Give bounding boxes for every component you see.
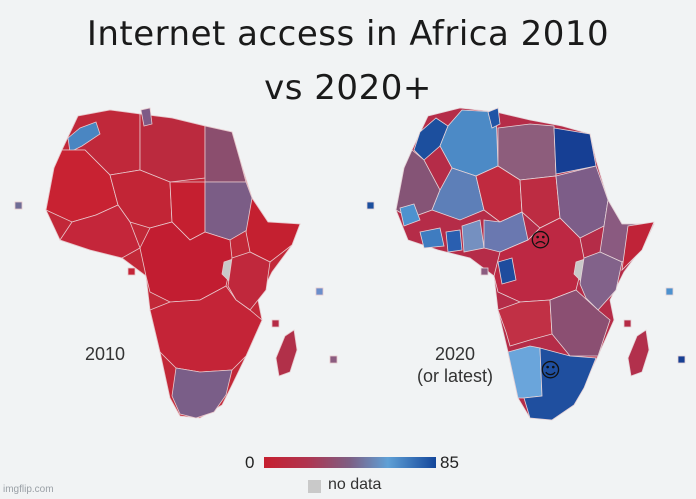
map-label-2020-line2: (or latest)	[416, 366, 494, 386]
legend-color-bar	[264, 457, 436, 468]
watermark: imgflip.com	[3, 484, 54, 495]
sad-face-annotation: ☹	[530, 228, 551, 252]
africa-map-2010	[14, 107, 338, 419]
title-line-2: vs 2020+	[264, 68, 432, 108]
happy-face-annotation: ☺	[540, 358, 561, 382]
title-line-1: Internet access in Africa 2010	[86, 14, 610, 54]
nodata-swatch	[308, 480, 321, 493]
africa-map-2020	[366, 107, 686, 421]
map-label-2010: 2010	[84, 344, 126, 364]
nodata-label: no data	[328, 476, 382, 493]
legend-max-label: 85	[440, 453, 459, 472]
legend-min-label: 0	[245, 453, 255, 472]
map-label-2020-line1: 2020	[434, 344, 476, 364]
